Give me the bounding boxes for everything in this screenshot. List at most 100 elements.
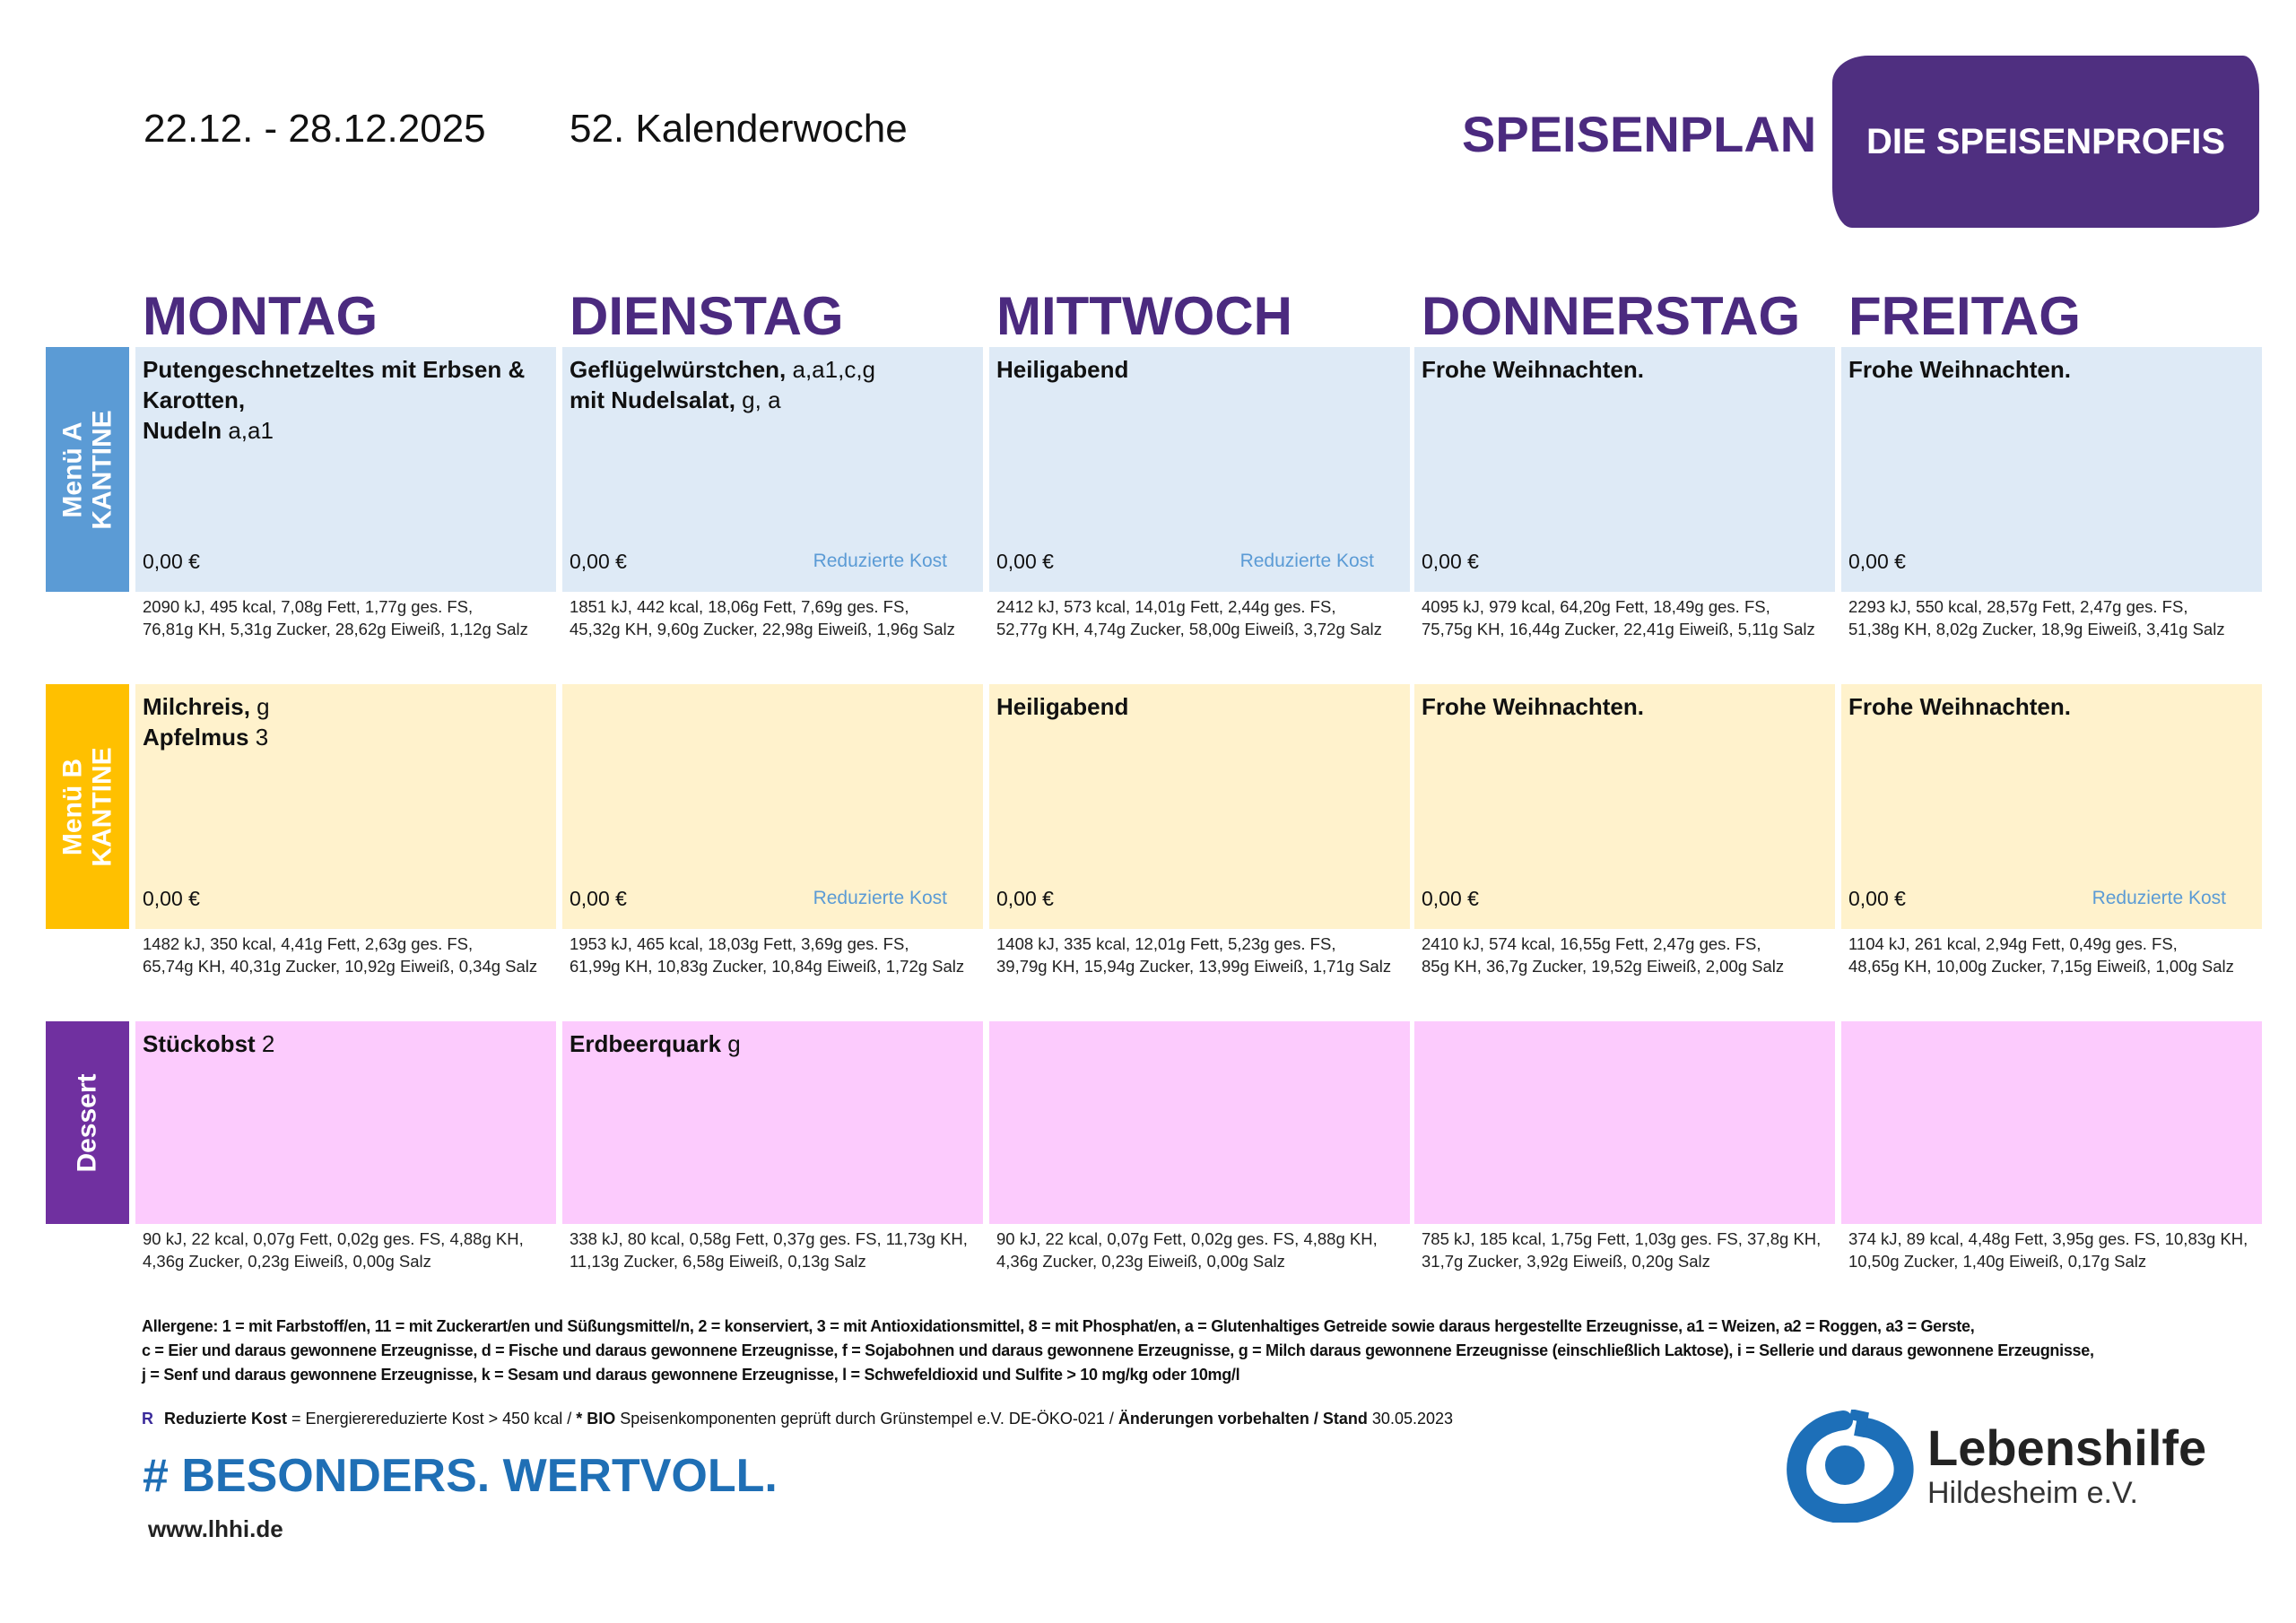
nutrition-info: 1851 kJ, 442 kcal, 18,06g Fett, 7,69g ge… xyxy=(562,595,983,640)
org-name: Lebenshilfe xyxy=(1927,1419,2207,1476)
website-link[interactable]: www.lhhi.de xyxy=(148,1515,283,1542)
nutrition-line: 2410 kJ, 574 kcal, 16,55g Fett, 2,47g ge… xyxy=(1422,934,1761,953)
nutrition-info: 785 kJ, 185 kcal, 1,75g Fett, 1,03g ges.… xyxy=(1414,1228,1835,1272)
changes-label: Änderungen vorbehalten / Stand xyxy=(1118,1410,1368,1428)
nutrition-line: 85g KH, 36,7g Zucker, 19,52g Eiweiß, 2,0… xyxy=(1422,957,1785,976)
price: 0,00 € xyxy=(1422,550,1479,573)
price: 0,00 € xyxy=(570,887,627,910)
bio-label: * BIO xyxy=(576,1410,616,1428)
dish-line: Geflügelwürstchen, a,a1,c,g xyxy=(570,354,976,385)
dish-line: Erdbeerquark g xyxy=(570,1028,976,1059)
dish-name: Apfelmus xyxy=(143,724,249,751)
allergen-codes: g xyxy=(721,1030,741,1057)
nutrition-line: 39,79g KH, 15,94g Zucker, 13,99g Eiweiß,… xyxy=(996,957,1392,976)
nutrition-info: 338 kJ, 80 kcal, 0,58g Fett, 0,37g ges. … xyxy=(562,1228,983,1272)
nutrition-line: 1482 kJ, 350 kcal, 4,41g Fett, 2,63g ges… xyxy=(143,934,474,953)
dish-line: Stückobst 2 xyxy=(143,1028,549,1059)
dish-name: mit Nudelsalat, xyxy=(570,386,735,413)
row-label-menu_a: Menü A KANTINE xyxy=(46,347,129,592)
reduced-diet-label: Reduzierte Kost xyxy=(813,551,947,571)
menu-cell: Stückobst 2 xyxy=(135,1021,556,1224)
reduced-diet-label: Reduzierte Kost xyxy=(2092,888,2226,908)
dish-name: Erdbeerquark xyxy=(570,1030,722,1057)
dish-line: Frohe Weihnachten. xyxy=(1422,691,1828,722)
nutrition-line: 90 kJ, 22 kcal, 0,07g Fett, 0,02g ges. F… xyxy=(996,1229,1378,1248)
day-header: DONNERSTAG xyxy=(1422,286,1801,346)
brand-logo-text: DIE SPEISENPROFIS xyxy=(1866,122,2226,161)
dish-text: Heiligabend xyxy=(996,354,1403,385)
menu-cell: Frohe Weihnachten. 0,00 € xyxy=(1414,347,1835,592)
menu-cell xyxy=(989,1021,1410,1224)
price: 0,00 € xyxy=(1848,550,1906,573)
nutrition-info: 2412 kJ, 573 kcal, 14,01g Fett, 2,44g ge… xyxy=(989,595,1410,640)
menu-cell: Heiligabend 0,00 € xyxy=(989,684,1410,929)
nutrition-info: 2090 kJ, 495 kcal, 7,08g Fett, 1,77g ges… xyxy=(135,595,556,640)
allergen-codes: g, a xyxy=(735,386,781,413)
nutrition-line: 1851 kJ, 442 kcal, 18,06g Fett, 7,69g ge… xyxy=(570,597,909,616)
nutrition-info: 90 kJ, 22 kcal, 0,07g Fett, 0,02g ges. F… xyxy=(989,1228,1410,1272)
price: 0,00 € xyxy=(996,550,1054,573)
dish-line: Heiligabend xyxy=(996,354,1403,385)
price: 0,00 € xyxy=(570,550,627,573)
row-label-dessert: Dessert xyxy=(46,1021,129,1224)
menu-cell: Geflügelwürstchen, a,a1,c,g mit Nudelsala… xyxy=(562,347,983,592)
nutrition-info: 1482 kJ, 350 kcal, 4,41g Fett, 2,63g ges… xyxy=(135,933,556,977)
reduced-diet-label: Reduzierte Kost xyxy=(1239,551,1374,571)
lebenshilfe-emblem-icon xyxy=(1787,1410,1914,1523)
dish-name: Heiligabend xyxy=(996,356,1129,383)
allergen-legend: Allergene: 1 = mit Farbstoff/en, 11 = mi… xyxy=(142,1315,2094,1387)
dish-name: Frohe Weihnachten. xyxy=(1422,693,1644,720)
menu-cell: Putengeschnetzeltes mit Erbsen & Karotte… xyxy=(135,347,556,592)
slogan: # BESONDERS. WERTVOLL. xyxy=(143,1450,778,1502)
day-header: FREITAG xyxy=(1848,286,2081,346)
brand-logo: DIE SPEISENPROFIS xyxy=(1832,56,2259,228)
dish-text: Erdbeerquark g xyxy=(570,1028,976,1059)
nutrition-line: 2293 kJ, 550 kcal, 28,57g Fett, 2,47g ge… xyxy=(1848,597,2188,616)
nutrition-line: 76,81g KH, 5,31g Zucker, 28,62g Eiweiß, … xyxy=(143,620,528,638)
dish-text: Geflügelwürstchen, a,a1,c,g mit Nudelsala… xyxy=(570,354,976,415)
dish-text: Milchreis, g Apfelmus 3 xyxy=(143,691,549,752)
allergen-line: j = Senf und daraus gewonnene Erzeugniss… xyxy=(142,1366,1240,1384)
menu-cell: Heiligabend 0,00 € Reduzierte Kost xyxy=(989,347,1410,592)
menu-cell: Erdbeerquark g xyxy=(562,1021,983,1224)
allergen-codes: 3 xyxy=(248,724,269,751)
price: 0,00 € xyxy=(143,550,200,573)
dish-name: Milchreis, xyxy=(143,693,250,720)
stand-date: 30.05.2023 xyxy=(1367,1410,1454,1428)
nutrition-info: 1953 kJ, 465 kcal, 18,03g Fett, 3,69g ge… xyxy=(562,933,983,977)
day-header: MITTWOCH xyxy=(996,286,1292,346)
nutrition-info: 90 kJ, 22 kcal, 0,07g Fett, 0,02g ges. F… xyxy=(135,1228,556,1272)
allergen-line: c = Eier und daraus gewonnene Erzeugniss… xyxy=(142,1341,2094,1359)
reduced-legend: R Reduzierte Kost = Energierereduzierte K… xyxy=(142,1408,1453,1429)
nutrition-line: 11,13g Zucker, 6,58g Eiweiß, 0,13g Salz xyxy=(570,1252,866,1271)
lebenshilfe-logo: Lebenshilfe Hildesheim e.V. xyxy=(1780,1410,2206,1523)
dish-line: Milchreis, g xyxy=(143,691,549,722)
price: 0,00 € xyxy=(1422,887,1479,910)
dish-name: Frohe Weihnachten. xyxy=(1848,356,2071,383)
dish-name: Geflügelwürstchen, xyxy=(570,356,787,383)
dish-line: Nudeln a,a1 xyxy=(143,415,549,446)
nutrition-info: 1408 kJ, 335 kcal, 12,01g Fett, 5,23g ge… xyxy=(989,933,1410,977)
price: 0,00 € xyxy=(1848,887,1906,910)
menu-cell xyxy=(1841,1021,2262,1224)
menu-cell: 0,00 € Reduzierte Kost xyxy=(562,684,983,929)
bio-text: Speisenkomponenten geprüft durch Grünste… xyxy=(615,1410,1118,1428)
menu-cell: Frohe Weihnachten. 0,00 € Reduzierte Kost xyxy=(1841,684,2262,929)
dish-name: Stückobst xyxy=(143,1030,256,1057)
date-range: 22.12. - 28.12.2025 xyxy=(144,107,486,151)
org-subtitle: Hildesheim e.V. xyxy=(1927,1476,2138,1510)
dish-line: Heiligabend xyxy=(996,691,1403,722)
nutrition-line: 10,50g Zucker, 1,40g Eiweiß, 0,17g Salz xyxy=(1848,1252,2147,1271)
dish-text: Stückobst 2 xyxy=(143,1028,549,1059)
nutrition-line: 4,36g Zucker, 0,23g Eiweiß, 0,00g Salz xyxy=(143,1252,431,1271)
dish-line: Frohe Weihnachten. xyxy=(1848,354,2255,385)
calendar-week: 52. Kalenderwoche xyxy=(570,107,908,151)
price: 0,00 € xyxy=(143,887,200,910)
nutrition-line: 1104 kJ, 261 kcal, 2,94g Fett, 0,49g ges… xyxy=(1848,934,2178,953)
nutrition-line: 75,75g KH, 16,44g Zucker, 22,41g Eiweiß,… xyxy=(1422,620,1815,638)
nutrition-line: 90 kJ, 22 kcal, 0,07g Fett, 0,02g ges. F… xyxy=(143,1229,524,1248)
dish-line: mit Nudelsalat, g, a xyxy=(570,385,976,415)
row-label-menu_b: Menü B KANTINE xyxy=(46,684,129,929)
allergen-codes: a,a1,c,g xyxy=(786,356,875,383)
nutrition-line: 338 kJ, 80 kcal, 0,58g Fett, 0,37g ges. … xyxy=(570,1229,968,1248)
